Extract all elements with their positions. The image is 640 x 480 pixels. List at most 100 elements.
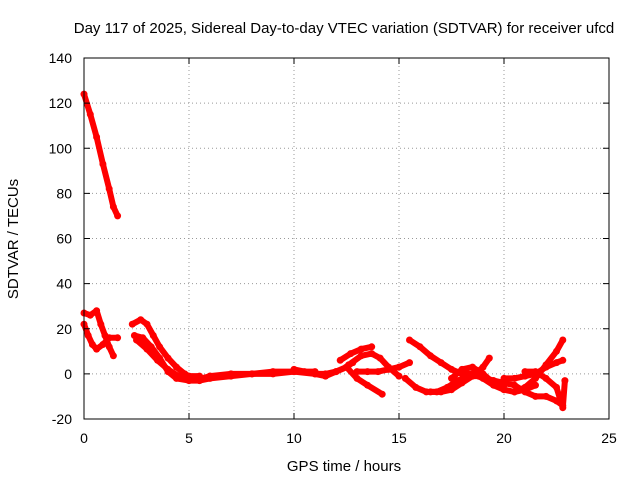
y-tick-label: 80: [56, 185, 72, 201]
data-point: [149, 332, 157, 339]
data-point: [139, 334, 147, 342]
data-point: [196, 372, 203, 380]
data-point: [114, 334, 122, 342]
data-point: [114, 212, 122, 220]
x-tick-label: 25: [601, 430, 617, 446]
data-point: [99, 341, 107, 348]
data-point: [143, 320, 151, 328]
data-point: [137, 316, 145, 324]
data-point: [412, 383, 420, 391]
data-point: [532, 368, 539, 376]
data-point: [416, 343, 424, 351]
data-point: [164, 365, 172, 373]
data-point: [553, 383, 560, 391]
data-point: [93, 307, 101, 315]
grid-lines: [84, 58, 609, 419]
data-point: [511, 374, 518, 382]
data-point: [97, 320, 105, 328]
data-point: [368, 350, 376, 358]
data-point: [458, 365, 466, 373]
data-point: [374, 368, 382, 376]
x-tick-label: 5: [185, 430, 193, 446]
data-point: [376, 354, 384, 362]
data-point: [542, 392, 550, 400]
data-point: [332, 368, 340, 376]
data-point: [559, 336, 567, 344]
x-axis-label: GPS time / hours: [287, 458, 401, 475]
data-point: [336, 356, 344, 364]
data-point: [357, 345, 365, 353]
data-point: [448, 386, 455, 394]
data-point: [311, 370, 319, 378]
data-point: [109, 203, 117, 211]
data-point: [93, 133, 101, 141]
x-tick-label: 15: [391, 430, 407, 446]
data-point: [133, 336, 140, 344]
data-point: [532, 392, 539, 400]
data-point: [86, 311, 94, 319]
data-point: [88, 341, 96, 348]
data-point: [406, 336, 413, 344]
data-point: [322, 372, 329, 380]
data-point: [401, 374, 409, 382]
data-point: [395, 372, 403, 380]
data-point: [479, 370, 487, 378]
data-point: [448, 365, 455, 373]
x-tick-label: 10: [286, 430, 302, 446]
data-point: [448, 374, 455, 382]
data-point: [511, 381, 518, 389]
tick-group: 0 5 10 15 20 25 -20 0 20 40 60 80 100 120 140: [49, 50, 617, 446]
data-point: [427, 388, 434, 396]
data-point: [109, 352, 117, 360]
data-point: [143, 345, 151, 353]
y-tick-label: 60: [56, 231, 72, 247]
data-point: [500, 374, 508, 382]
chart-title: Day 117 of 2025, Sidereal Day-to-day VTE…: [74, 20, 615, 37]
data-point: [368, 343, 376, 351]
data-point: [206, 372, 214, 380]
y-tick-label: 100: [49, 140, 73, 156]
data-point: [500, 386, 508, 394]
data-point: [469, 372, 476, 380]
data-point: [458, 379, 466, 387]
data-point: [353, 374, 361, 382]
data-point: [395, 363, 403, 371]
data-point: [479, 363, 487, 371]
data-point: [301, 368, 308, 376]
data-point: [511, 388, 518, 396]
data-point: [427, 352, 434, 360]
x-tick-label: 0: [80, 430, 88, 446]
data-point: [128, 320, 136, 328]
data-point: [86, 110, 94, 118]
data-point: [154, 356, 161, 364]
y-tick-label: 40: [56, 276, 72, 292]
data-point: [156, 343, 164, 351]
data-point: [385, 365, 392, 373]
data-point: [353, 368, 361, 376]
data-point: [553, 347, 560, 355]
data-point: [269, 370, 277, 378]
data-point: [521, 368, 529, 376]
data-point: [227, 370, 235, 378]
data-point: [559, 404, 567, 412]
x-tick-label: 20: [496, 430, 512, 446]
data-point: [164, 354, 172, 362]
data-point: [290, 365, 298, 373]
data-point: [469, 363, 476, 371]
data-point: [105, 343, 113, 351]
data-point: [542, 374, 550, 382]
data-point: [105, 185, 113, 193]
y-tick-label: -20: [52, 411, 72, 427]
y-axis-label: SDTVAR / TECUs: [5, 179, 22, 299]
data-point: [437, 388, 445, 396]
data-point: [406, 359, 413, 367]
data-point: [364, 368, 371, 376]
data-point: [248, 370, 256, 378]
data-point: [175, 372, 182, 380]
data-point: [490, 377, 497, 385]
data-point: [105, 334, 113, 342]
data-point: [84, 332, 92, 339]
data-point: [553, 359, 560, 367]
